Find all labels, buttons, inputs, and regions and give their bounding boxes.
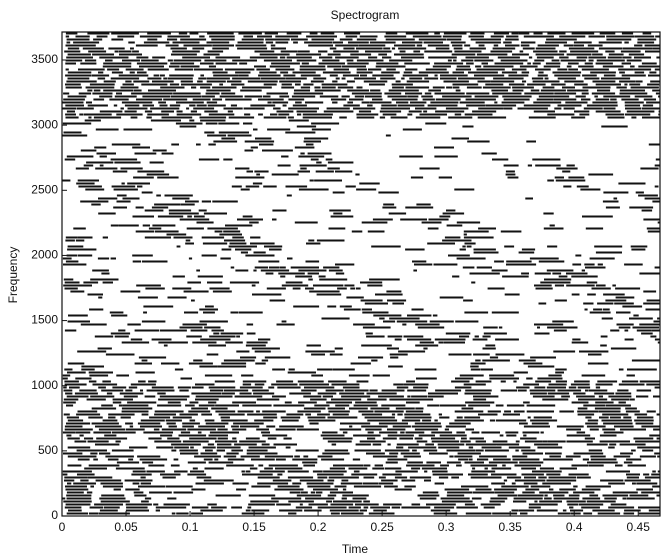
x-tick-label: 0.4 [566,520,583,534]
x-axis-label: Time [342,542,369,556]
chart-title: Spectrogram [331,8,400,22]
spectrogram-image [62,32,660,515]
y-tick-label: 1000 [31,378,58,392]
y-tick-label: 3500 [31,52,58,66]
plot-frame [61,31,661,517]
y-tick-label: 500 [38,443,58,457]
x-tick-label: 0.05 [114,520,138,534]
x-tick-label: 0 [59,520,66,534]
x-tick-label: 0.35 [499,520,523,534]
y-tick-label: 2500 [31,182,58,196]
y-tick-label: 2000 [31,248,58,262]
x-tick-label: 0.25 [370,520,394,534]
x-tick-label: 0.45 [627,520,651,534]
y-axis-label: Frequency [6,247,20,304]
x-tick-label: 0.15 [242,520,266,534]
x-tick-label: 0.3 [438,520,455,534]
y-tick-label: 3000 [31,117,58,131]
y-tick-label: 1500 [31,313,58,327]
x-tick-label: 0.2 [310,520,327,534]
x-tick-label: 0.1 [182,520,199,534]
y-tick-label: 0 [51,508,58,522]
